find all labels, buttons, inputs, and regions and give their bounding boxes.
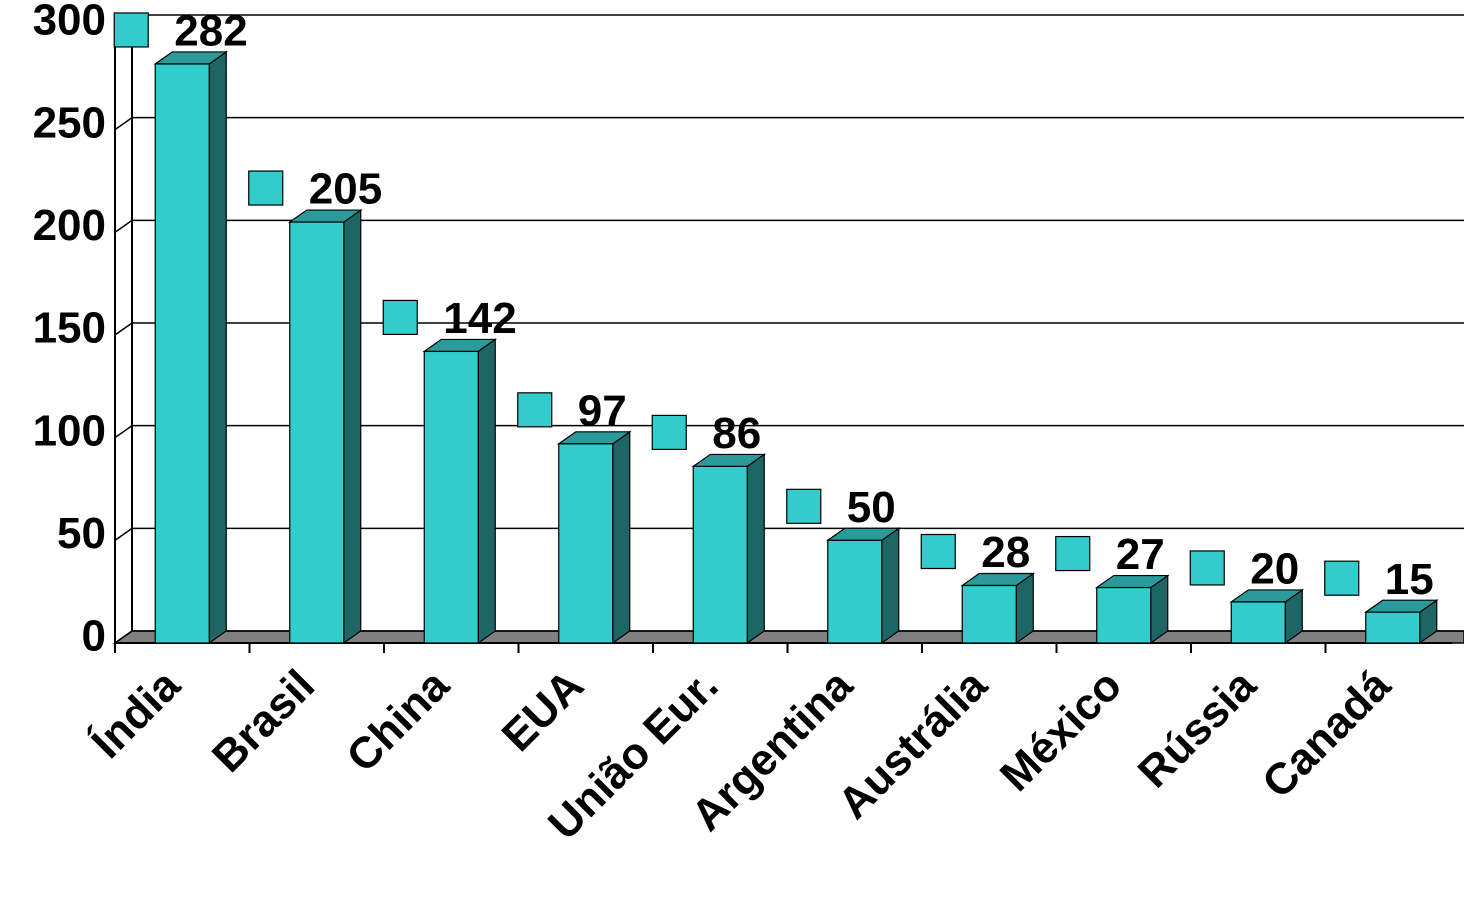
y-tick-label: 150 bbox=[33, 304, 106, 353]
value-label: 142 bbox=[443, 294, 516, 343]
x-tick-label: Brasil bbox=[203, 661, 324, 782]
value-label-key bbox=[1189, 550, 1225, 586]
value-label: 27 bbox=[1116, 530, 1165, 579]
bar-side bbox=[208, 50, 227, 645]
bar bbox=[558, 443, 614, 644]
side-grid-line bbox=[114, 425, 133, 439]
bar bbox=[827, 539, 883, 644]
y-tick-label: 50 bbox=[57, 509, 106, 558]
value-label: 20 bbox=[1250, 545, 1299, 594]
bar bbox=[692, 465, 748, 644]
side-grid-line bbox=[114, 527, 133, 541]
x-tick-label: México bbox=[991, 661, 1131, 801]
value-label: 97 bbox=[578, 386, 627, 435]
value-label: 15 bbox=[1385, 555, 1434, 604]
side-grid-line bbox=[114, 630, 133, 644]
y-tick-label: 300 bbox=[33, 0, 106, 45]
bar bbox=[289, 221, 345, 644]
value-label-key bbox=[517, 392, 553, 428]
value-label-key bbox=[248, 170, 284, 206]
bar-side bbox=[343, 208, 362, 645]
x-tick-label: Canadá bbox=[1253, 660, 1400, 807]
side-grid-line bbox=[114, 117, 133, 131]
bar bbox=[423, 350, 479, 644]
bar bbox=[961, 584, 1017, 644]
value-label-key bbox=[1324, 560, 1360, 596]
x-tick-label: EUA bbox=[493, 661, 593, 761]
value-label-key bbox=[113, 12, 149, 48]
value-label: 50 bbox=[847, 483, 896, 532]
value-label: 282 bbox=[174, 7, 247, 56]
x-tick-label: Austrália bbox=[829, 660, 997, 828]
value-label: 28 bbox=[981, 528, 1030, 577]
x-tick-label: Índia bbox=[82, 660, 190, 768]
value-label-key bbox=[1055, 535, 1091, 572]
bar-side bbox=[612, 430, 631, 645]
side-grid-line bbox=[114, 219, 133, 233]
bar bbox=[1365, 611, 1421, 644]
bar-side bbox=[746, 453, 765, 645]
value-label-key bbox=[382, 299, 418, 336]
bar bbox=[1096, 586, 1152, 644]
value-label-key bbox=[920, 533, 956, 570]
bar-side bbox=[477, 338, 496, 645]
bar bbox=[154, 63, 210, 644]
x-tick-label: Rússia bbox=[1129, 660, 1266, 797]
value-label-key bbox=[651, 414, 687, 451]
y-tick-label: 200 bbox=[33, 201, 106, 250]
y-tick-label: 250 bbox=[33, 98, 106, 147]
x-tick-label: China bbox=[337, 660, 458, 781]
bar-side bbox=[881, 527, 900, 645]
value-label-key bbox=[786, 488, 822, 524]
bar bbox=[1230, 601, 1286, 644]
side-grid-line bbox=[114, 322, 133, 336]
y-tick-label: 100 bbox=[33, 406, 106, 455]
value-label: 205 bbox=[309, 165, 382, 214]
y-tick-label: 0 bbox=[82, 612, 106, 661]
value-label: 86 bbox=[712, 409, 761, 458]
